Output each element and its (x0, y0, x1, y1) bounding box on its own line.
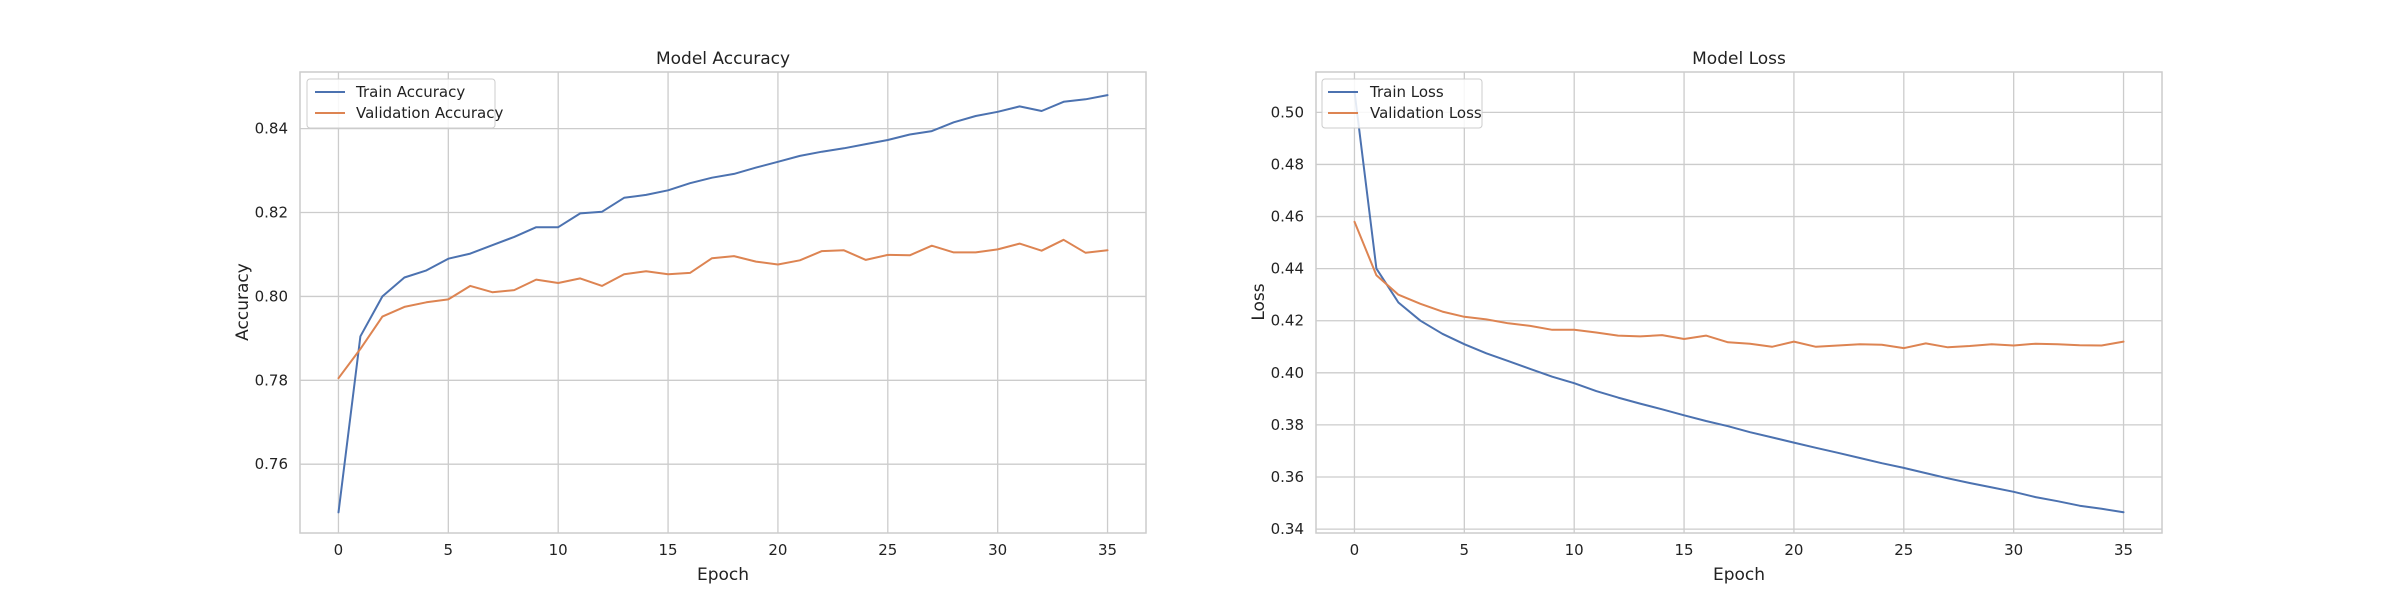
loss-grid (1316, 72, 2162, 533)
accuracy-legend: Train Accuracy Validation Accuracy (306, 78, 503, 129)
y-tick-label: 0.76 (255, 455, 288, 473)
loss-plot-area (1315, 71, 2163, 534)
x-tick-label: 35 (2114, 541, 2133, 559)
y-tick-label: 0.38 (1271, 416, 1304, 434)
accuracy-legend-label-train: Train Accuracy (355, 83, 465, 101)
x-tick-label: 35 (1098, 541, 1117, 559)
accuracy-legend-box (306, 78, 496, 129)
x-tick-label: 15 (659, 541, 678, 559)
loss-y-axis-label: Loss (1249, 283, 1269, 320)
loss-title: Model Loss (1692, 49, 1786, 69)
accuracy-series-validation-accuracy (337, 238, 1109, 380)
y-tick-label: 0.46 (1271, 208, 1304, 226)
loss-y-ticks: 0.34 0.36 0.38 0.40 0.42 0.44 0.46 0.48 0.50 (1271, 103, 1304, 538)
x-tick-label: 25 (878, 541, 897, 559)
x-tick-label: 20 (1784, 541, 1803, 559)
accuracy-grid (300, 72, 1146, 533)
accuracy-x-axis-label: Epoch (697, 565, 749, 585)
x-tick-label: 30 (988, 541, 1007, 559)
x-tick-label: 10 (549, 541, 568, 559)
loss-legend: Train Loss Validation Loss (1321, 78, 1483, 129)
accuracy-series-train-accuracy (337, 94, 1109, 514)
y-tick-label: 0.40 (1271, 364, 1304, 382)
y-tick-label: 0.44 (1271, 260, 1304, 278)
y-tick-label: 0.48 (1271, 155, 1304, 173)
loss-legend-label-train: Train Loss (1369, 83, 1444, 101)
loss-x-ticks: 0 5 10 15 20 25 30 35 (1350, 541, 2133, 559)
y-tick-label: 0.36 (1271, 468, 1304, 486)
accuracy-series (337, 94, 1109, 514)
accuracy-y-ticks: 0.76 0.78 0.80 0.82 0.84 (255, 120, 288, 474)
y-tick-label: 0.82 (255, 204, 288, 222)
x-tick-label: 20 (768, 541, 787, 559)
x-tick-label: 0 (1350, 541, 1360, 559)
accuracy-legend-label-validation: Validation Accuracy (356, 104, 503, 122)
y-tick-label: 0.34 (1271, 520, 1304, 538)
loss-chart: 0 5 10 15 20 25 30 35 0.340.360.380.400.420.440… (1249, 49, 2163, 585)
loss-legend-label-validation: Validation Loss (1370, 104, 1482, 122)
accuracy-x-ticks: 0 5 10 15 20 25 30 35 (334, 541, 1117, 559)
x-tick-label: 30 (2004, 541, 2023, 559)
x-tick-label: 10 (1565, 541, 1584, 559)
x-tick-label: 5 (1460, 541, 1470, 559)
accuracy-chart: 0 5 10 15 20 25 30 35 0.76 0.78 0.80 0.82 0.84 Mode… (233, 49, 1147, 585)
accuracy-title: Model Accuracy (656, 49, 790, 69)
y-tick-label: 0.78 (255, 371, 288, 389)
y-tick-label: 0.50 (1271, 103, 1304, 121)
accuracy-plot-area (299, 71, 1147, 534)
x-tick-label: 5 (444, 541, 454, 559)
loss-series-validation-loss (1353, 220, 2125, 350)
y-tick-label: 0.84 (255, 120, 288, 138)
x-tick-label: 0 (334, 541, 344, 559)
loss-legend-box (1321, 78, 1483, 129)
loss-series (1353, 90, 2125, 514)
accuracy-y-axis-label: Accuracy (233, 263, 253, 341)
y-tick-label: 0.42 (1271, 312, 1304, 330)
loss-x-axis-label: Epoch (1713, 565, 1765, 585)
x-tick-label: 15 (1675, 541, 1694, 559)
y-tick-label: 0.80 (255, 287, 288, 305)
loss-series-train-loss (1353, 90, 2125, 514)
x-tick-label: 25 (1894, 541, 1913, 559)
